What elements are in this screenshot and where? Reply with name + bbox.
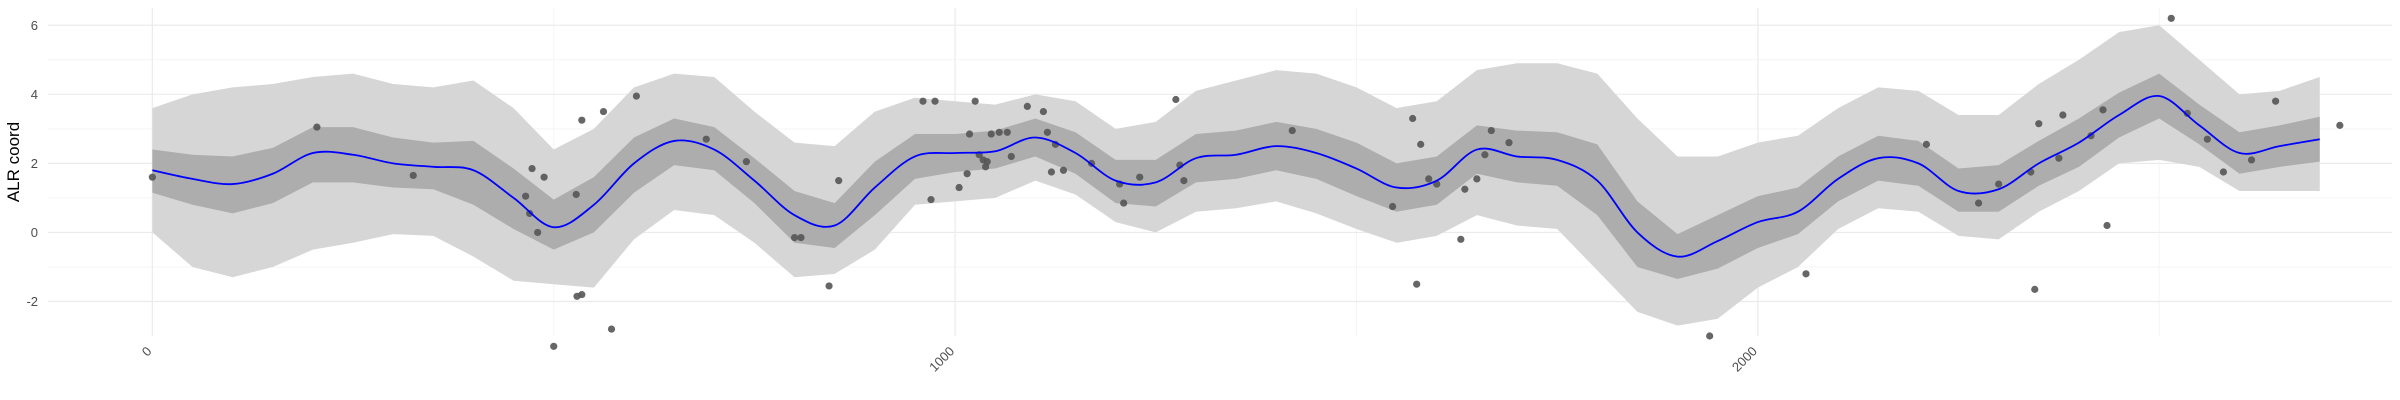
data-point: [1995, 180, 2003, 188]
data-point: [409, 171, 417, 180]
data-point: [1043, 128, 1052, 136]
data-point: [1180, 177, 1188, 185]
data-point: [1023, 102, 1031, 110]
data-point: [1059, 166, 1068, 174]
data-point: [1487, 126, 1495, 135]
data-point: [599, 107, 608, 116]
data-point: [835, 177, 843, 185]
data-point: [2203, 135, 2211, 143]
data-point: [2103, 221, 2111, 230]
data-point: [550, 342, 558, 350]
data-point: [2183, 109, 2191, 117]
data-point: [2059, 111, 2067, 119]
data-point: [742, 158, 750, 166]
data-point: [2336, 121, 2344, 129]
data-point: [1802, 270, 1810, 278]
data-point: [1007, 152, 1015, 161]
data-point: [927, 196, 935, 204]
data-point: [2099, 106, 2107, 114]
data-point: [148, 173, 156, 181]
data-point: [987, 130, 995, 138]
data-point: [1425, 175, 1433, 183]
data-point: [632, 92, 641, 100]
y-tick-label: 4: [31, 87, 38, 102]
data-point: [534, 228, 542, 237]
x-tick-label: 2000: [1729, 344, 1760, 375]
data-point: [1413, 280, 1421, 288]
data-point: [2272, 97, 2280, 105]
data-point: [1461, 185, 1469, 193]
data-point: [313, 123, 321, 131]
data-point: [1457, 235, 1465, 243]
y-tick-label: -2: [26, 294, 38, 309]
data-point: [1172, 95, 1180, 104]
data-point: [2219, 168, 2228, 176]
data-point: [1288, 126, 1296, 135]
data-point: [578, 290, 586, 299]
mean-line: [152, 95, 2320, 258]
observed-points: [148, 14, 2344, 350]
data-point: [1706, 332, 1714, 340]
data-point: [540, 173, 548, 181]
data-point: [2055, 154, 2063, 162]
data-point: [931, 97, 939, 105]
data-point: [2031, 285, 2039, 293]
data-point: [825, 282, 833, 290]
data-point: [1974, 199, 1983, 207]
data-point: [702, 135, 710, 143]
data-point: [2247, 156, 2256, 164]
data-point: [955, 183, 963, 192]
data-point: [1922, 140, 1931, 148]
data-point: [1388, 202, 1397, 211]
data-point: [526, 209, 534, 218]
x-tick-label: 0: [139, 344, 155, 360]
data-point: [578, 116, 586, 124]
data-point: [1003, 128, 1011, 136]
x-axis-ticks: 0 1000 2000: [139, 344, 1760, 375]
data-point: [1047, 168, 1056, 176]
data-point: [1473, 175, 1481, 183]
data-point: [2035, 120, 2043, 128]
data-point: [2167, 14, 2175, 22]
data-point: [797, 234, 805, 242]
data-point: [1136, 173, 1144, 181]
data-point: [919, 97, 927, 105]
data-point: [965, 130, 974, 138]
data-point: [607, 325, 616, 333]
data-point: [1120, 199, 1128, 207]
inner-credible-band: [152, 73, 2320, 280]
data-point: [1039, 107, 1047, 116]
data-point: [983, 158, 991, 166]
data-point: [1481, 151, 1489, 159]
y-axis-ticks: -2 0 2 4 6: [26, 18, 38, 309]
y-tick-label: 6: [31, 18, 38, 33]
y-tick-label: 0: [31, 225, 38, 240]
data-point: [528, 164, 536, 173]
data-point: [995, 128, 1003, 136]
data-point: [1505, 139, 1513, 147]
data-point: [1409, 114, 1417, 123]
y-axis-title: ALR coord: [4, 122, 23, 202]
data-point: [790, 234, 799, 242]
data-point: [963, 170, 971, 178]
x-tick-label: 1000: [926, 344, 957, 375]
y-tick-label: 2: [31, 156, 38, 171]
data-point: [572, 190, 580, 199]
data-point: [971, 97, 979, 105]
data-point: [1417, 140, 1425, 148]
data-point: [522, 192, 530, 200]
